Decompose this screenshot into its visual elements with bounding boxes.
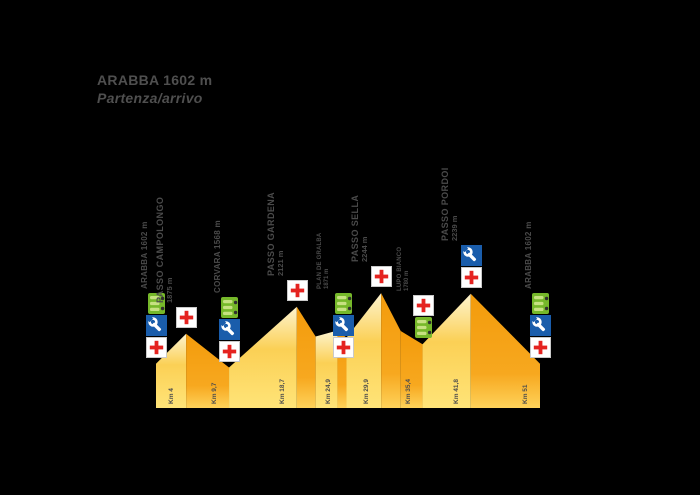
km-marker: Km 51 [522, 384, 529, 404]
wrench-icon [219, 318, 241, 340]
medical-cross-icon [333, 336, 355, 358]
km-marker: Km 35,4 [404, 379, 412, 404]
profile-ascent-face [229, 306, 297, 408]
station-altitude: 2244 m [360, 236, 370, 263]
profile-descent-face [470, 293, 540, 408]
station-altitude: 1871 m [324, 268, 331, 289]
station-name: LUPO BIANCO [396, 247, 403, 292]
medical-cross-icon [219, 340, 241, 362]
station-label-6: LUPO BIANCO 1780 m [397, 247, 412, 291]
wrench-icon [460, 244, 482, 266]
profile-descent-face [186, 333, 230, 408]
medical-cross-icon [530, 336, 551, 358]
station-icon-stack [146, 292, 167, 358]
station-label-1: PASSO CAMPOLONGO 1875 m [155, 197, 175, 303]
station-name: ARABBA 1602 m [140, 221, 149, 289]
station-name: PASSO CAMPOLONGO [155, 196, 166, 303]
station-icon-stack [530, 292, 551, 358]
profile-ascent-face [422, 293, 471, 408]
km-marker: Km 29,9 [363, 379, 371, 404]
station-altitude: 1875 m [165, 277, 175, 303]
station-name: CORVARA 1568 m [213, 219, 223, 293]
station-label-0: ARABBA 1602 m [140, 221, 150, 289]
station-label-8: ARABBA 1602 m [524, 221, 534, 289]
station-label-2: CORVARA 1568 m [213, 220, 223, 293]
profile-descent-face [400, 331, 423, 408]
station-icon-stack [286, 279, 308, 301]
refreshment-point-icon [532, 292, 549, 314]
refreshment-point-icon [148, 292, 165, 314]
wrench-icon [333, 314, 355, 336]
wrench-icon [530, 314, 551, 336]
km-marker: Km 9,7 [211, 382, 219, 404]
chart-title-block: ARABBA 1602 m Partenza/arrivo [97, 71, 212, 107]
station-icon-stack [371, 266, 393, 288]
station-icon-stack [333, 292, 355, 358]
profile-ascent-face [346, 293, 382, 408]
station-icon-stack [460, 244, 482, 288]
medical-cross-icon [146, 336, 167, 358]
km-marker: Km 41,8 [452, 379, 460, 404]
profile-ascent-face [156, 333, 187, 408]
medical-cross-icon [460, 266, 482, 288]
chart-subtitle: Partenza/arrivo [97, 90, 203, 106]
station-icon-stack [176, 306, 198, 328]
station-name: PASSO GARDENA [265, 191, 276, 276]
km-marker: Km 24,9 [325, 379, 333, 404]
station-label-5: PASSO SELLA 2244 m [350, 195, 370, 262]
medical-cross-icon [412, 295, 434, 317]
km-marker: Km 4 [168, 388, 176, 404]
refreshment-point-icon [335, 292, 353, 314]
station-name: ARABBA 1602 m [524, 221, 533, 289]
station-altitude: 2121 m [275, 250, 285, 276]
profile-descent-face [381, 293, 401, 408]
station-icon-stack [412, 295, 434, 339]
station-label-4: PLAN DE GRALBA 1871 m [317, 232, 332, 288]
station-label-3: PASSO GARDENA 2121 m [266, 192, 286, 276]
station-name: PASSO PORDOI [439, 167, 450, 241]
medical-cross-icon [371, 266, 393, 288]
chart-title: ARABBA 1602 m [97, 72, 213, 88]
profile-descent-face [296, 306, 316, 408]
profile-ascent-face [315, 330, 338, 408]
wrench-icon [146, 314, 167, 336]
station-altitude: 1780 m [403, 270, 410, 292]
refreshment-point-icon [414, 317, 432, 339]
refreshment-point-icon [221, 296, 239, 318]
station-icon-stack [219, 296, 241, 362]
km-marker: Km 18,7 [278, 379, 286, 404]
medical-cross-icon [176, 306, 198, 328]
station-altitude: 2239 m [449, 215, 459, 241]
station-label-7: PASSO PORDOI 2239 m [440, 167, 460, 241]
station-name: PASSO SELLA [350, 194, 361, 263]
medical-cross-icon [286, 279, 308, 301]
